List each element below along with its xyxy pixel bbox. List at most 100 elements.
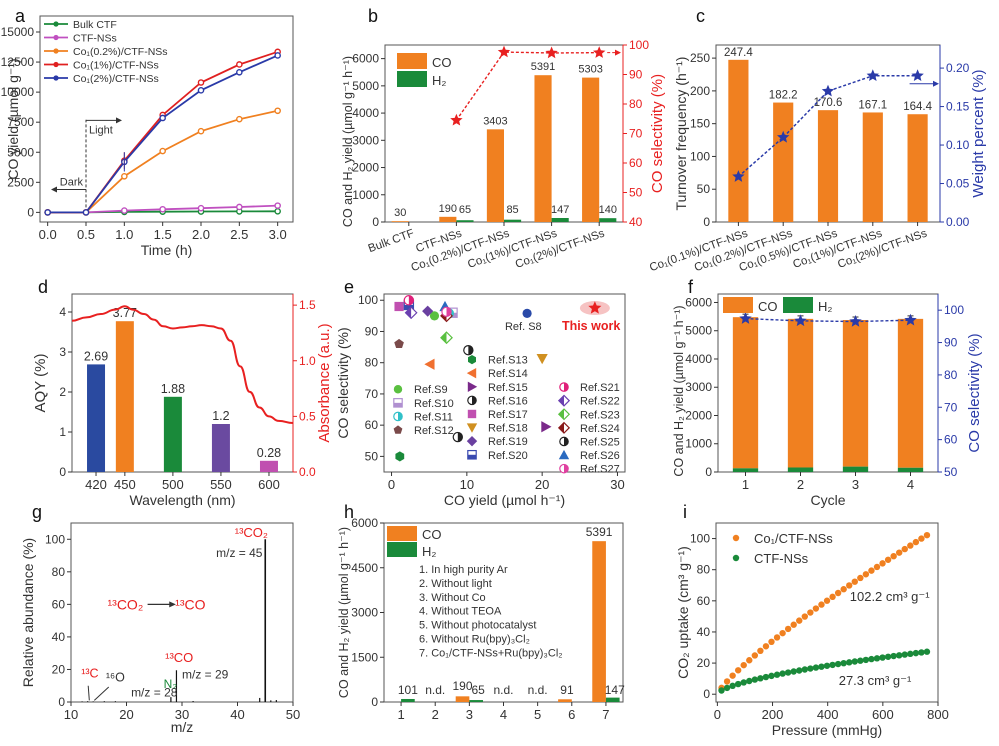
- isotherm-point: [757, 647, 764, 655]
- bar-value-label: n.d.: [528, 683, 548, 697]
- panel-letter-c: c: [696, 6, 705, 26]
- y-axis-label: CO and H₂ yield (µmol g⁻¹ h⁻¹): [337, 527, 351, 698]
- panel-letter-g: g: [32, 502, 42, 522]
- isotherm-point: [762, 643, 770, 650]
- x-axis-label: CO yield (µmol h⁻¹): [444, 492, 565, 508]
- panel-f: 0 1000 2000 3000 4000 5000 6000 50 60 70 80 90 100 CO…: [672, 293, 983, 508]
- data-point: [522, 308, 532, 318]
- y-axis-label: Turnover frequency (h⁻¹): [673, 57, 689, 211]
- marker-shape: [393, 385, 403, 394]
- isotherm-point: [896, 652, 903, 659]
- isotherm-point: [779, 670, 786, 677]
- marker-fill: [404, 304, 414, 310]
- marker-shape: [393, 425, 403, 434]
- x-tick-label: 550: [210, 477, 232, 492]
- y-axis-label: CO and H₂ yield (µmol g⁻¹ h⁻¹): [672, 305, 686, 476]
- isotherm-point: [790, 668, 797, 675]
- y-right-tick-label: 0.20: [946, 61, 970, 75]
- marker-shape: [429, 311, 440, 321]
- marker-fill: [564, 382, 569, 392]
- isotherm-point: [807, 609, 814, 616]
- bar-value-label: n.d.: [425, 683, 445, 697]
- bar-aqy: [211, 424, 230, 472]
- marker-shape: [558, 449, 570, 460]
- condition-item: 1. In high purity Ar: [419, 564, 508, 576]
- data-point: [121, 207, 128, 214]
- marker-shape: [394, 338, 404, 349]
- y-tick-label: 0: [27, 205, 34, 219]
- isotherm-point: [823, 662, 831, 669]
- y-right-tick-label: 50: [944, 465, 958, 479]
- x-tick-label: 5: [534, 707, 541, 722]
- legend-marker: [732, 554, 740, 562]
- x-tick-label: 1: [397, 707, 404, 722]
- bar-label-h2: 85: [506, 204, 518, 216]
- isotherm-point: [829, 661, 836, 669]
- y-tick-label: 4500: [351, 561, 378, 575]
- data-point: [463, 345, 474, 356]
- data-point: [197, 79, 205, 86]
- y-right-tick-label: 100: [944, 303, 964, 317]
- bar-aqy: [163, 396, 182, 472]
- y-tick-label: 50: [697, 182, 711, 196]
- legend-swatch-h2: [783, 297, 813, 313]
- panel-c: 0 50 100 150 200 250 0.00 0.05 0.10 0.15 0.20 Turno…: [648, 44, 987, 274]
- marker-shape: [467, 409, 477, 419]
- y-tick-label: 60: [365, 418, 379, 432]
- legend-marker: [466, 435, 478, 447]
- selectivity-marker: [849, 315, 862, 327]
- x-tick-label: 20: [119, 707, 133, 722]
- y-tick-label: 1500: [351, 650, 378, 664]
- y-tick-label: 5000: [685, 324, 712, 338]
- y-tick-label: 60: [697, 594, 711, 608]
- isotherm-point: [784, 669, 792, 676]
- marker-fill: [440, 332, 447, 344]
- isotherm-point: [879, 560, 886, 567]
- bar-tof: [817, 110, 839, 222]
- selectivity-marker: [497, 45, 511, 58]
- y-tick-label: 100: [358, 293, 378, 307]
- selectivity-line: [745, 317, 911, 323]
- selectivity-marker: [450, 113, 463, 126]
- legend-label: Ref.S21: [580, 382, 620, 394]
- dark-arrow-head: [51, 186, 57, 193]
- legend-label: Ref.S13: [488, 355, 528, 367]
- bar-label: 182.2: [769, 90, 798, 102]
- condition-item: 3. Without Co: [419, 592, 486, 604]
- data-point: [236, 115, 243, 123]
- x-tick-label: 4: [907, 477, 914, 492]
- legend-marker: [557, 421, 571, 434]
- c13-arrow: [87, 685, 90, 701]
- series-line: [47, 109, 278, 214]
- y-tick-label: 250: [690, 51, 710, 65]
- isotherm-point: [851, 578, 858, 585]
- selectivity-marker: [593, 46, 606, 58]
- bar-label: 1.88: [161, 382, 185, 396]
- legend-label: Ref.S27: [580, 464, 620, 476]
- x-tick-label: Bulk CTF: [367, 228, 416, 256]
- data-point: [440, 331, 453, 345]
- y-tick-label: 4000: [685, 352, 712, 366]
- y-right-tick-label: 0.15: [946, 100, 970, 114]
- bar-label-co: 5303: [578, 64, 602, 76]
- selectivity-marker: [904, 313, 917, 326]
- isotherm-point: [834, 660, 842, 668]
- isotherm-point: [740, 679, 747, 686]
- x-tick-label: 800: [927, 707, 949, 722]
- x-tick-label: 3: [852, 477, 859, 492]
- y-tick-label: 6000: [352, 52, 379, 66]
- marker-shape: [466, 435, 478, 447]
- bar-label-co: 3403: [483, 115, 507, 127]
- condition-item: 4. Without TEOA: [419, 606, 502, 618]
- isotherm-point: [823, 597, 831, 604]
- x-tick-label: 500: [162, 477, 184, 492]
- isotherm-point: [784, 625, 792, 633]
- o16-arrow: [93, 686, 110, 701]
- bar-value-label: 147: [605, 683, 625, 697]
- bar-co: [582, 77, 600, 222]
- selectivity-marker: [739, 312, 752, 324]
- legend-label: Ref.S14: [488, 368, 528, 380]
- legend-marker: [467, 449, 477, 460]
- legend-label: Ref.S11: [414, 411, 453, 423]
